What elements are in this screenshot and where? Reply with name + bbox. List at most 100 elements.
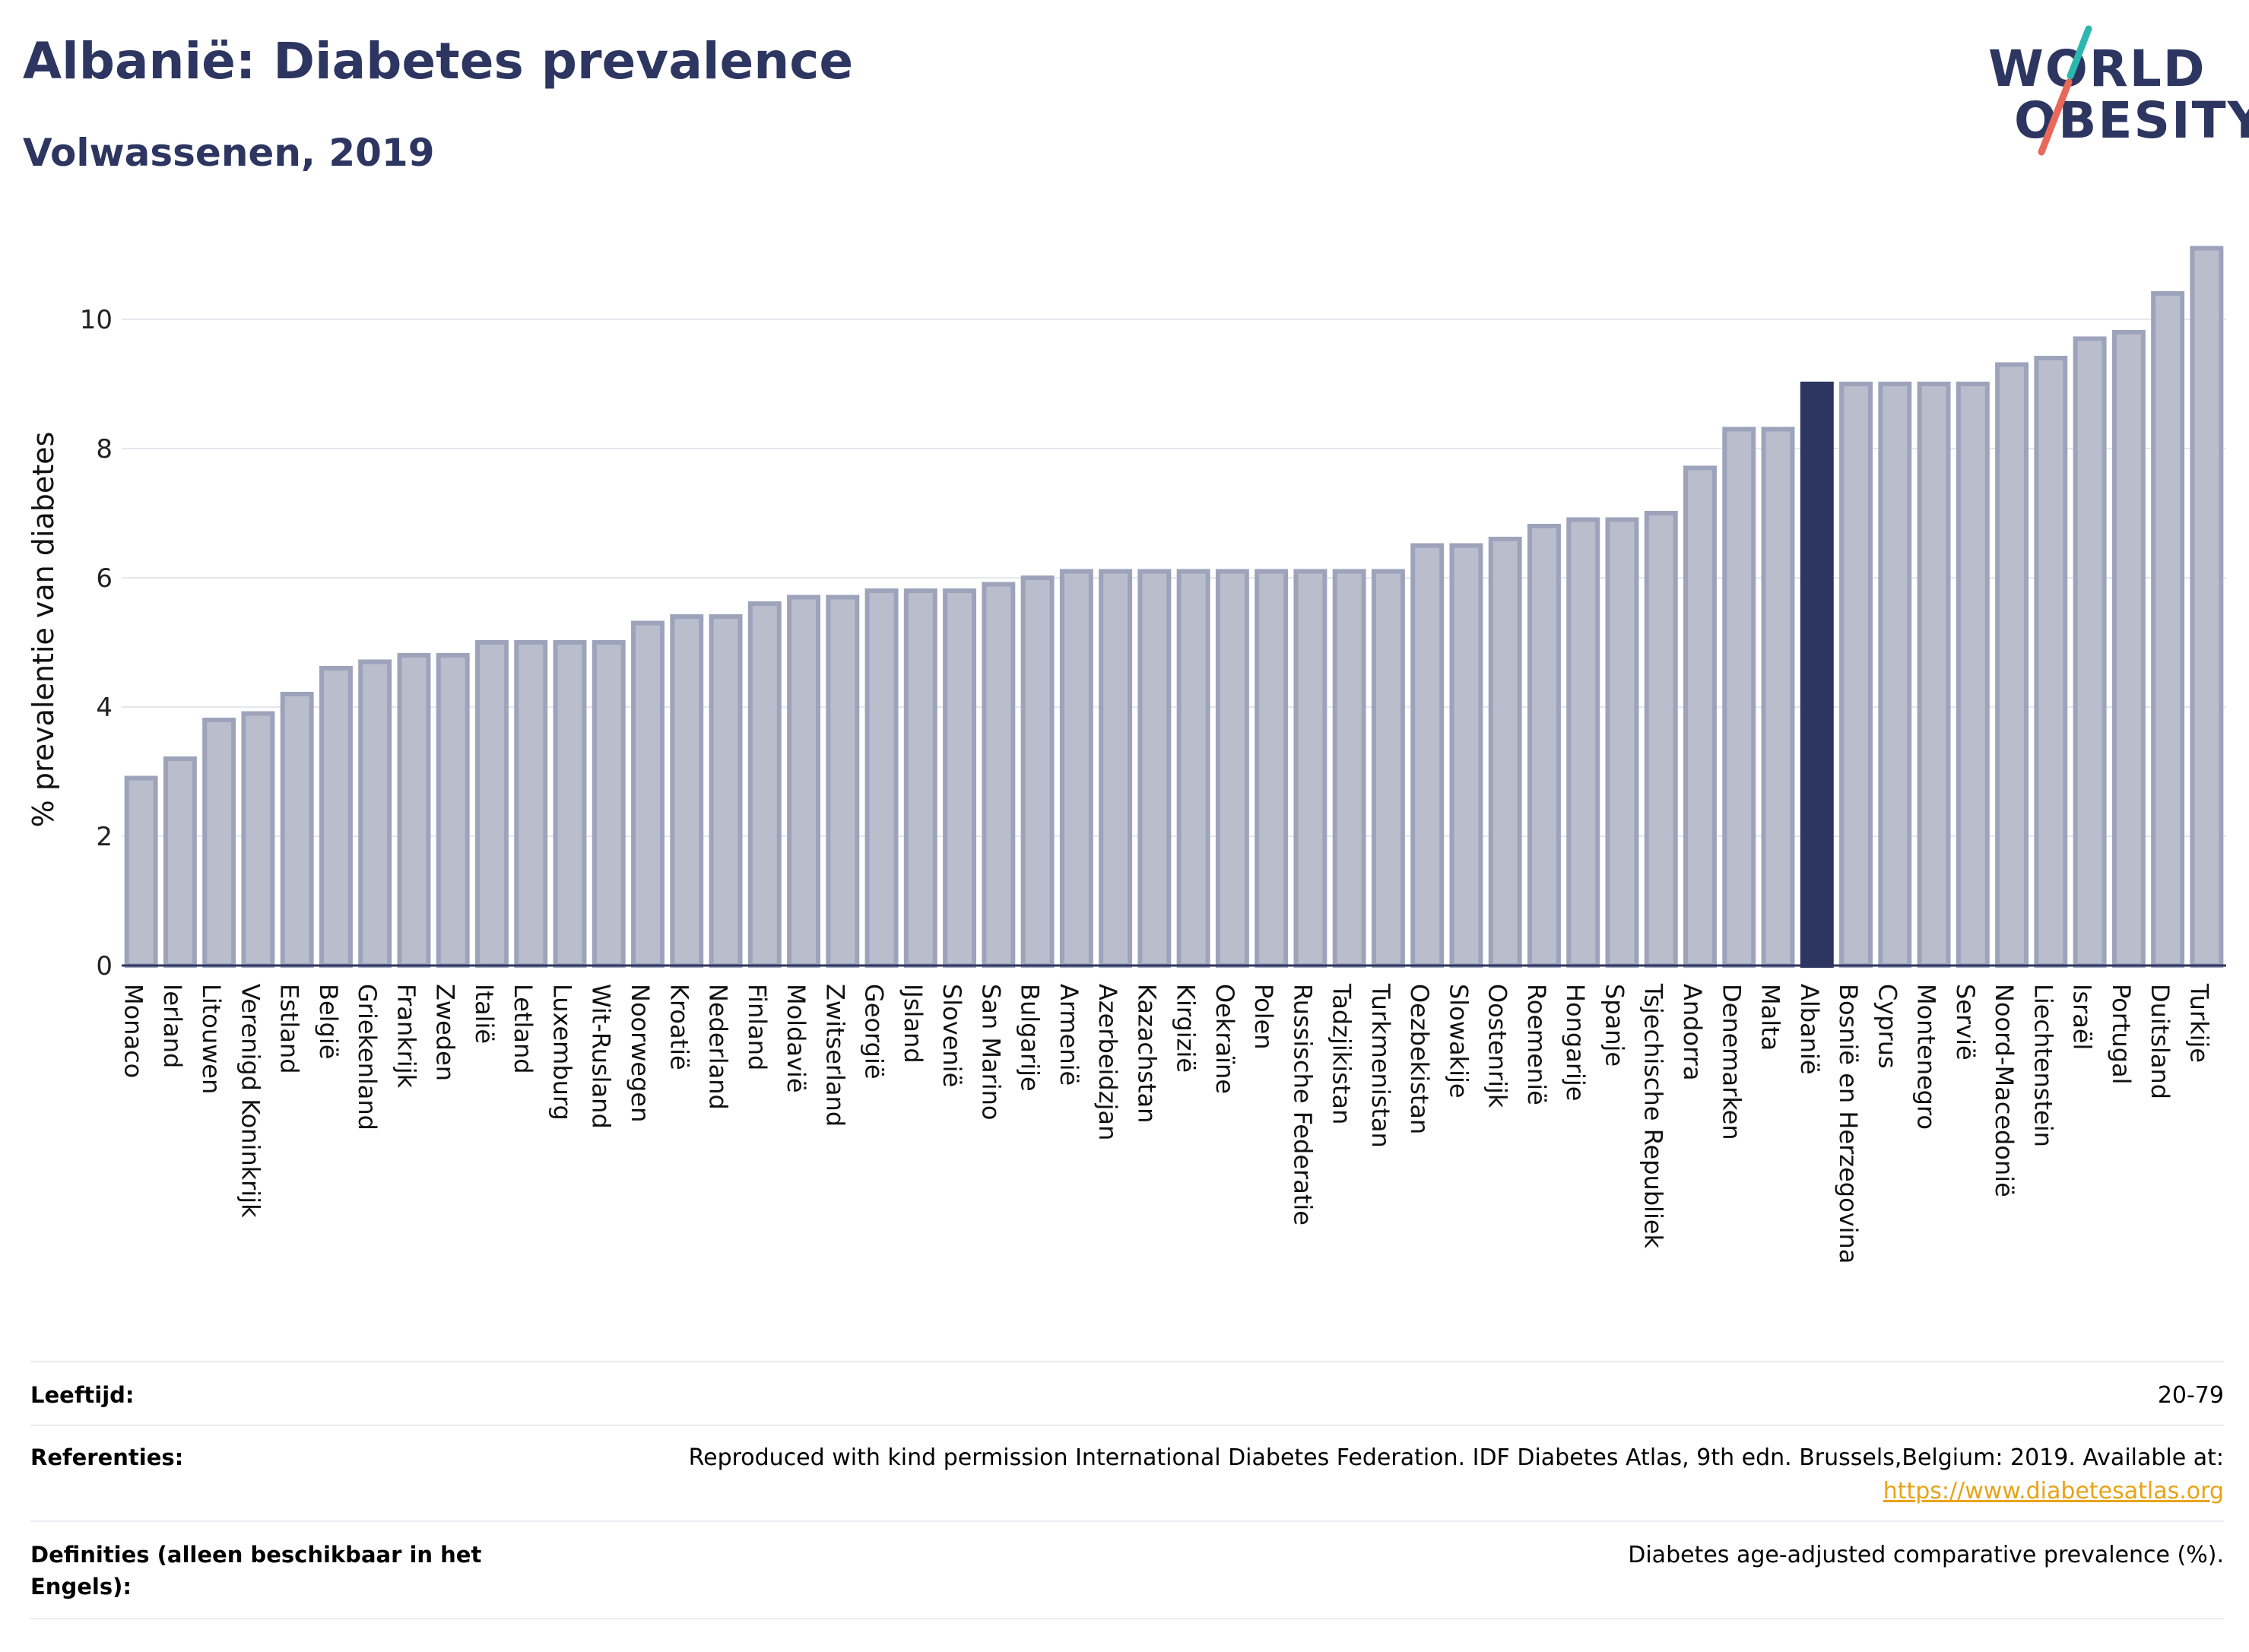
bar (1527, 524, 1561, 968)
x-tick-label: Tsjechische Republiek (1639, 983, 1668, 1249)
bar (1293, 569, 1328, 968)
y-tick-label: 4 (96, 693, 113, 723)
bar (2151, 291, 2185, 968)
meta-row-age: Leeftijd: 20-79 (30, 1361, 2224, 1425)
references-value: Reproduced with kind permission Internat… (689, 1441, 2224, 1508)
x-tick-label: Armenië (1055, 984, 1083, 1086)
x-tick-label: Cyprus (1873, 984, 1902, 1069)
x-tick-label: Letland (509, 984, 538, 1074)
x-tick-label: Israël (2068, 984, 2097, 1050)
x-tick-label: Noorwegen (626, 984, 655, 1122)
x-tick-label: Spanje (1600, 984, 1629, 1067)
bar (670, 614, 704, 968)
x-tick-label: Zwitserland (820, 984, 849, 1127)
bar (943, 588, 977, 968)
bar (202, 718, 236, 968)
world-obesity-logo[interactable]: WORLD OBESITY (1988, 23, 2249, 160)
bar (826, 595, 860, 968)
bar (1099, 569, 1133, 968)
x-tick-label: Slowakije (1444, 984, 1473, 1099)
bar (1137, 569, 1172, 968)
bar (1255, 569, 1289, 968)
x-tick-label: Oezbekistan (1405, 984, 1434, 1134)
x-tick-label: Kazachstan (1132, 984, 1161, 1123)
x-tick-label: Nederland (704, 984, 733, 1110)
bar (2034, 356, 2068, 968)
bar (1410, 543, 1445, 968)
bar (747, 601, 782, 968)
x-tick-label: Verenigd Koninkrijk (236, 984, 265, 1218)
bar (1566, 517, 1600, 968)
bar (436, 653, 470, 968)
metadata-table: Leeftijd: 20-79 Referenties: Reproduced … (30, 1361, 2224, 1619)
x-tick-label: Zweden (431, 984, 460, 1081)
meta-row-references: Referenties: Reproduced with kind permis… (30, 1425, 2224, 1520)
x-tick-label: IJsland (899, 984, 928, 1064)
x-tick-label: Montenegro (1912, 984, 1941, 1130)
bar (903, 588, 937, 968)
bar (1371, 569, 1405, 968)
age-label: Leeftijd: (30, 1382, 135, 1408)
bar (864, 588, 899, 968)
x-tick-label: Portugal (2107, 984, 2136, 1085)
bar (982, 582, 1016, 968)
x-tick-label: Oekraïne (1210, 984, 1239, 1094)
bar (2073, 336, 2107, 968)
references-text: Reproduced with kind permission Internat… (688, 1444, 2224, 1471)
x-tick-label: Turkmenistan (1366, 983, 1395, 1148)
bar (1839, 382, 1873, 968)
bar (631, 620, 665, 968)
x-tick-label: San Marino (976, 984, 1005, 1121)
gridlines (122, 319, 2226, 837)
age-value: 20-79 (2157, 1382, 2224, 1409)
y-tick-label: 0 (96, 951, 113, 981)
x-tick-label: Moldavië (782, 984, 810, 1093)
bar (1722, 426, 1756, 968)
x-tick-label: Kroatië (665, 984, 693, 1070)
x-tick-label: Ierland (158, 984, 187, 1068)
y-tick-label: 8 (96, 434, 113, 465)
meta-row-definitions: Definities (alleen beschikbaar in het En… (30, 1520, 2224, 1619)
bar (397, 653, 431, 968)
x-tick-label: Hongarije (1561, 984, 1590, 1101)
x-tick-labels: Monaco Ierland Litouwen Verenigd Koninkrijk… (119, 983, 2214, 1264)
x-tick-label: België (314, 984, 343, 1059)
bar (787, 595, 821, 968)
x-tick-label: Liechtenstein (2029, 984, 2057, 1147)
bar (2111, 330, 2146, 968)
bar (592, 640, 626, 968)
bar (280, 692, 314, 968)
x-tick-label: Luxemburg (547, 984, 576, 1121)
y-tick-label: 6 (96, 563, 113, 594)
y-tick-labels: 0 2 4 6 8 10 (80, 305, 113, 981)
bar (1800, 382, 1834, 968)
bar (1683, 465, 1717, 968)
logo-slash-icon (2038, 25, 2092, 156)
y-tick-label: 2 (96, 822, 113, 852)
x-tick-label: Georgië (860, 984, 889, 1080)
x-tick-label: Finland (743, 984, 772, 1070)
x-tick-label: Servië (1951, 984, 1980, 1061)
x-tick-label: Monaco (119, 984, 148, 1078)
chart-subtitle: Volwassenen, 2019 (23, 131, 435, 175)
x-tick-label: Italië (470, 984, 499, 1044)
bar-chart: 0 2 4 6 8 10 Monaco Ierland Litouwen Verenigd Ko… (27, 246, 2226, 1264)
x-tick-label: Azerbeidzjan (1093, 984, 1122, 1140)
x-tick-label: Denemarken (1717, 984, 1746, 1140)
bar (1956, 382, 1990, 968)
bar (474, 640, 509, 968)
bar (1644, 511, 1678, 968)
definitions-label: Definities (alleen beschikbaar in het En… (30, 1542, 482, 1600)
x-tick-label: Tadzjikistan (1328, 983, 1356, 1124)
chart-title: Albanië: Diabetes prevalence (23, 32, 854, 90)
bar (1215, 569, 1249, 968)
bar (358, 659, 392, 968)
bar (1917, 382, 1951, 968)
references-link[interactable]: https://www.diabetesatlas.org (1883, 1477, 2224, 1505)
x-tick-label: Russische Federatie (1288, 984, 1317, 1226)
bar (163, 756, 197, 968)
x-tick-label: Duitsland (2146, 984, 2174, 1099)
x-tick-label: Estland (275, 984, 304, 1074)
x-tick-label: Andorra (1678, 984, 1707, 1080)
bar (241, 711, 275, 968)
